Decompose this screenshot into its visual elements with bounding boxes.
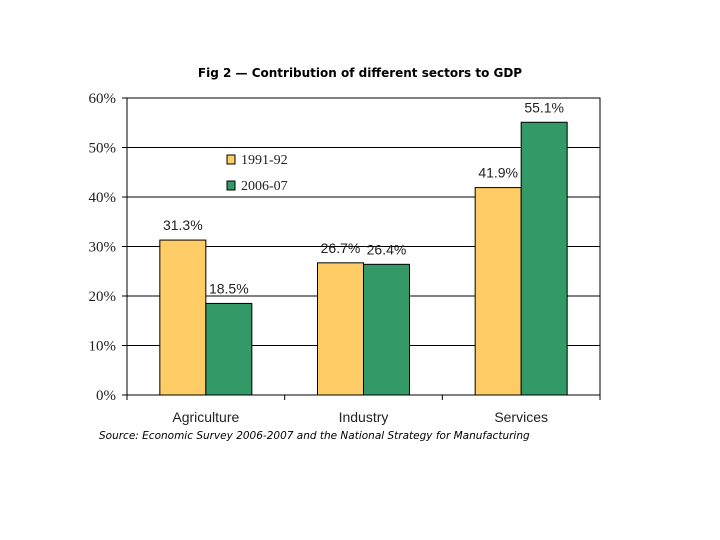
data-label: 26.7% [321, 240, 361, 256]
y-tick-label: 0% [96, 388, 116, 404]
bar [317, 262, 364, 396]
y-tick-label: 30% [89, 240, 117, 256]
y-tick-label: 50% [89, 141, 117, 157]
x-tick-label: Industry [339, 409, 389, 425]
legend-label: 1991-92 [241, 153, 288, 168]
data-label: 18.5% [209, 280, 249, 296]
bar [363, 263, 410, 396]
y-tick-label: 20% [89, 289, 117, 305]
data-label: 26.4% [367, 241, 407, 257]
legend-label: 2006-07 [241, 179, 288, 194]
data-label: 31.3% [163, 217, 203, 233]
bar [474, 187, 522, 396]
data-label: 41.9% [478, 165, 518, 181]
bar [159, 239, 207, 396]
legend-swatch [226, 154, 236, 165]
y-tick-label: 10% [89, 339, 117, 355]
bar [520, 121, 568, 396]
chart-title: Fig 2 — Contribution of different sector… [197, 66, 523, 80]
source-note: Source: Economic Survey 2006-2007 and th… [99, 430, 530, 442]
data-label: 55.1% [524, 99, 564, 115]
bar [205, 302, 253, 396]
y-tick-label: 60% [89, 91, 117, 107]
y-tick-label: 40% [89, 190, 117, 206]
x-tick-label: Agriculture [172, 409, 239, 425]
x-tick-label: Services [494, 409, 548, 425]
legend-swatch [226, 180, 236, 191]
